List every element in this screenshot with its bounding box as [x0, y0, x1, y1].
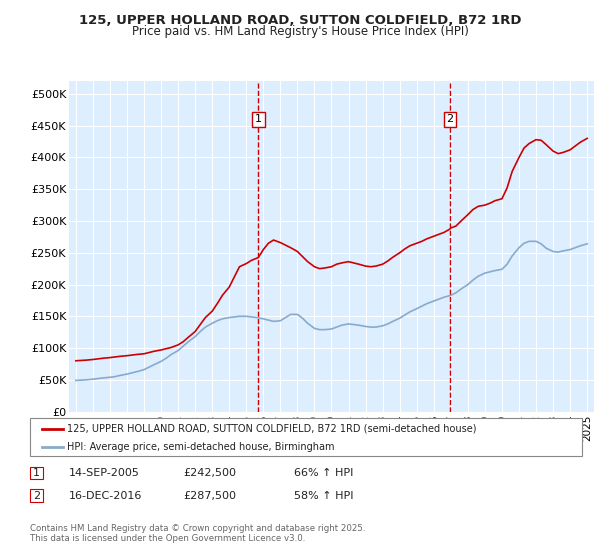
- Text: 1: 1: [255, 114, 262, 124]
- Text: HPI: Average price, semi-detached house, Birmingham: HPI: Average price, semi-detached house,…: [67, 442, 335, 452]
- Text: £242,500: £242,500: [183, 468, 236, 478]
- Text: Price paid vs. HM Land Registry's House Price Index (HPI): Price paid vs. HM Land Registry's House …: [131, 25, 469, 38]
- Text: 2: 2: [33, 491, 40, 501]
- Text: 1: 1: [33, 468, 40, 478]
- Text: 58% ↑ HPI: 58% ↑ HPI: [294, 491, 353, 501]
- Text: Contains HM Land Registry data © Crown copyright and database right 2025.
This d: Contains HM Land Registry data © Crown c…: [30, 524, 365, 543]
- Text: 125, UPPER HOLLAND ROAD, SUTTON COLDFIELD, B72 1RD: 125, UPPER HOLLAND ROAD, SUTTON COLDFIEL…: [79, 14, 521, 27]
- Text: £287,500: £287,500: [183, 491, 236, 501]
- Text: 16-DEC-2016: 16-DEC-2016: [69, 491, 142, 501]
- Text: 2: 2: [446, 114, 454, 124]
- Text: 14-SEP-2005: 14-SEP-2005: [69, 468, 140, 478]
- Text: 66% ↑ HPI: 66% ↑ HPI: [294, 468, 353, 478]
- Text: 125, UPPER HOLLAND ROAD, SUTTON COLDFIELD, B72 1RD (semi-detached house): 125, UPPER HOLLAND ROAD, SUTTON COLDFIEL…: [67, 424, 476, 434]
